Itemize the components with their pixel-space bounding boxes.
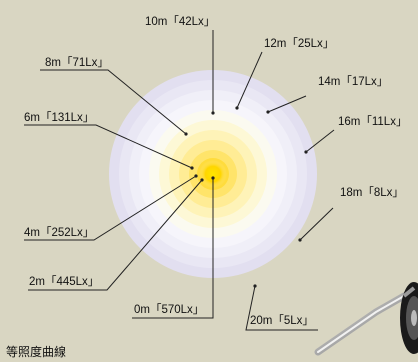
label-16m: 16m「11Lx」 bbox=[338, 116, 408, 128]
leader-0m bbox=[132, 178, 214, 319]
leader-12m bbox=[236, 51, 263, 109]
label-12m: 12m「25Lx」 bbox=[264, 38, 335, 50]
label-6m: 6m「131Lx」 bbox=[24, 112, 95, 124]
center-glow bbox=[199, 160, 227, 188]
leader-6m bbox=[24, 124, 193, 169]
label-18m: 18m「8Lx」 bbox=[340, 187, 404, 199]
leader-20m bbox=[245, 285, 318, 331]
leader-14m bbox=[267, 95, 307, 113]
leader-16m bbox=[305, 129, 335, 153]
leader-8m bbox=[40, 69, 187, 135]
light-fixture-illustration bbox=[314, 282, 418, 356]
leader-lines bbox=[24, 30, 335, 331]
diagram-caption: 等照度曲線 bbox=[6, 345, 67, 359]
label-4m: 4m「252Lx」 bbox=[24, 227, 95, 239]
label-8m: 8m「71Lx」 bbox=[45, 57, 109, 69]
label-14m: 14m「17Lx」 bbox=[318, 76, 389, 88]
leader-4m bbox=[24, 175, 197, 241]
label-2m: 2m「445Lx」 bbox=[29, 276, 100, 288]
leader-2m bbox=[28, 179, 203, 291]
leader-dots bbox=[184, 106, 308, 288]
label-20m: 20m「5Lx」 bbox=[250, 315, 314, 327]
label-10m: 10m「42Lx」 bbox=[145, 16, 216, 28]
label-0m: 0m「570Lx」 bbox=[134, 304, 205, 316]
leader-18m bbox=[299, 207, 334, 241]
